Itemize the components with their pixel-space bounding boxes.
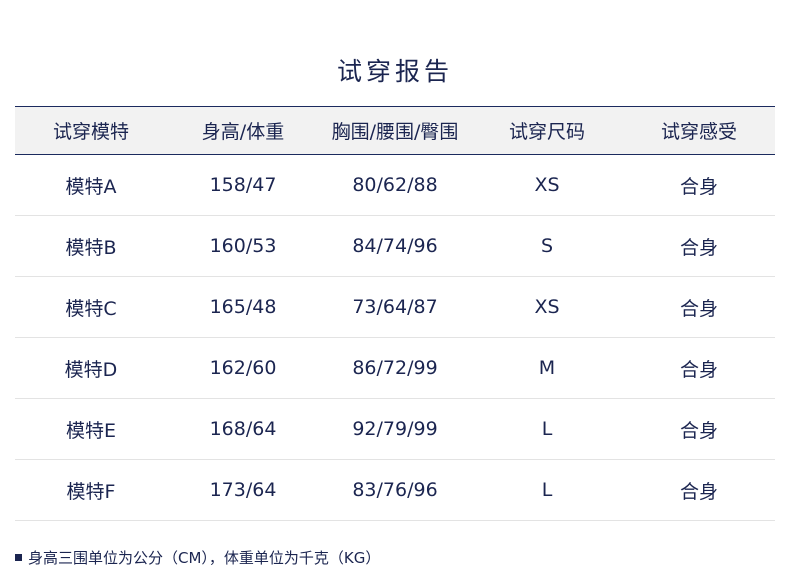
cell-size: L bbox=[541, 418, 553, 440]
cell-feeling: 合身 bbox=[679, 480, 718, 503]
cell-model: 模特E bbox=[65, 419, 116, 442]
cell-model: 模特B bbox=[65, 236, 117, 259]
header-feeling: 试穿感受 bbox=[660, 121, 737, 143]
table-row: 模特B 160/53 84/74/96 S 合身 bbox=[15, 216, 775, 277]
unit-note: 身高三围单位为公分（CM），体重单位为千克（KG） bbox=[15, 547, 380, 568]
unit-note-text: 身高三围单位为公分（CM），体重单位为千克（KG） bbox=[28, 549, 381, 567]
cell-model: 模特D bbox=[64, 358, 118, 381]
table-header: 试穿模特 身高/体重 胸围/腰围/臀围 试穿尺码 试穿感受 bbox=[15, 106, 775, 155]
header-size: 试穿尺码 bbox=[508, 121, 585, 143]
cell-size: S bbox=[540, 235, 554, 257]
cell-size: M bbox=[538, 357, 556, 379]
cell-measurements: 84/74/96 bbox=[352, 235, 438, 257]
table-row: 模特A 158/47 80/62/88 XS 合身 bbox=[15, 155, 775, 216]
cell-measurements: 80/62/88 bbox=[352, 174, 438, 196]
table-row: 模特D 162/60 86/72/99 M 合身 bbox=[15, 338, 775, 399]
cell-feeling: 合身 bbox=[679, 419, 718, 442]
cell-model: 模特F bbox=[66, 480, 116, 503]
table-row: 模特E 168/64 92/79/99 L 合身 bbox=[15, 399, 775, 460]
cell-model: 模特C bbox=[65, 297, 117, 320]
table-row: 模特F 173/64 83/76/96 L 合身 bbox=[15, 460, 775, 521]
cell-height-weight: 162/60 bbox=[209, 357, 277, 379]
cell-size: L bbox=[541, 479, 553, 501]
bullet-square-icon bbox=[15, 554, 22, 561]
cell-height-weight: 168/64 bbox=[209, 418, 277, 440]
cell-feeling: 合身 bbox=[679, 236, 718, 259]
cell-height-weight: 165/48 bbox=[209, 296, 277, 318]
cell-feeling: 合身 bbox=[679, 175, 718, 198]
page-title: 试穿报告 bbox=[336, 57, 453, 86]
cell-height-weight: 173/64 bbox=[209, 479, 277, 501]
cell-size: XS bbox=[534, 174, 560, 196]
cell-size: XS bbox=[534, 296, 560, 318]
header-model: 试穿模特 bbox=[52, 121, 129, 143]
cell-height-weight: 158/47 bbox=[209, 174, 277, 196]
fit-report-table: 试穿模特 身高/体重 胸围/腰围/臀围 试穿尺码 试穿感受 模特A 158/47 8… bbox=[15, 106, 775, 521]
cell-height-weight: 160/53 bbox=[209, 235, 277, 257]
cell-measurements: 83/76/96 bbox=[352, 479, 438, 501]
table-row: 模特C 165/48 73/64/87 XS 合身 bbox=[15, 277, 775, 338]
cell-model: 模特A bbox=[65, 175, 117, 198]
header-height-weight: 身高/体重 bbox=[201, 121, 285, 143]
cell-feeling: 合身 bbox=[679, 358, 718, 381]
cell-measurements: 92/79/99 bbox=[352, 418, 438, 440]
cell-feeling: 合身 bbox=[679, 297, 718, 320]
cell-measurements: 73/64/87 bbox=[352, 296, 438, 318]
cell-measurements: 86/72/99 bbox=[352, 357, 438, 379]
header-measurements: 胸围/腰围/臀围 bbox=[331, 121, 459, 143]
